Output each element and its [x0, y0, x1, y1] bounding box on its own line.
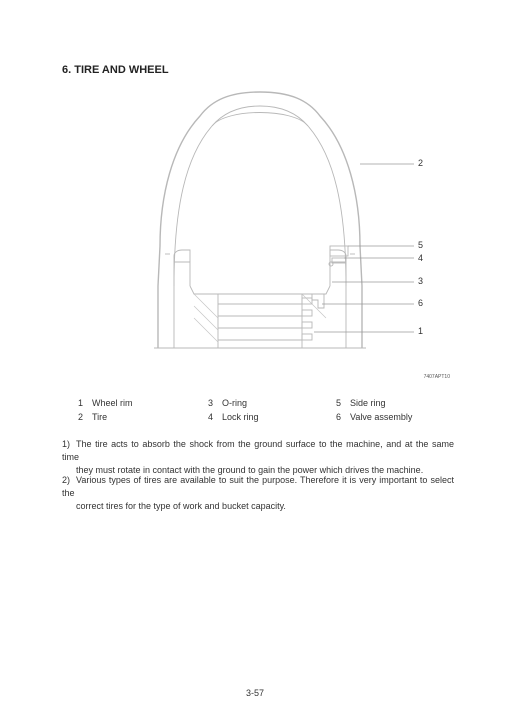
- callout-2: 2: [418, 158, 423, 168]
- drawing-code: 7407APT10: [424, 374, 450, 380]
- callout-3: 3: [418, 276, 423, 286]
- callout-1: 1: [418, 326, 423, 336]
- para-num: 1): [62, 438, 76, 451]
- legend-text: Side ring: [350, 398, 386, 408]
- para-line: correct tires for the type of work and b…: [62, 500, 454, 513]
- legend-text: Wheel rim: [92, 398, 133, 408]
- legend-text: Lock ring: [222, 412, 259, 422]
- page-number: 3-57: [0, 688, 510, 698]
- legend-num: 4: [208, 412, 222, 422]
- callout-6: 6: [418, 298, 423, 308]
- legend-text: O-ring: [222, 398, 247, 408]
- callout-5: 5: [418, 240, 423, 250]
- para-num: 2): [62, 474, 76, 487]
- legend-text: Valve assembly: [350, 412, 412, 422]
- callout-4: 4: [418, 253, 423, 263]
- section-title: 6. TIRE AND WHEEL: [62, 64, 169, 76]
- legend-row: 2 Tire 4 Lock ring 6 Valve assembly: [78, 412, 450, 422]
- paragraph-1: 1)The tire acts to absorb the shock from…: [62, 438, 454, 477]
- parts-legend: 1 Wheel rim 3 O-ring 5 Side ring 2 Tire …: [78, 398, 450, 426]
- tire-wheel-diagram: 2 5 4 3 6 1: [62, 86, 450, 366]
- legend-num: 5: [336, 398, 350, 408]
- diagram-svg: [62, 86, 450, 366]
- para-line: Various types of tires are available to …: [62, 475, 454, 498]
- legend-num: 3: [208, 398, 222, 408]
- legend-num: 1: [78, 398, 92, 408]
- legend-row: 1 Wheel rim 3 O-ring 5 Side ring: [78, 398, 450, 408]
- paragraph-2: 2)Various types of tires are available t…: [62, 474, 454, 513]
- legend-num: 2: [78, 412, 92, 422]
- legend-text: Tire: [92, 412, 107, 422]
- legend-num: 6: [336, 412, 350, 422]
- para-line: The tire acts to absorb the shock from t…: [62, 439, 454, 462]
